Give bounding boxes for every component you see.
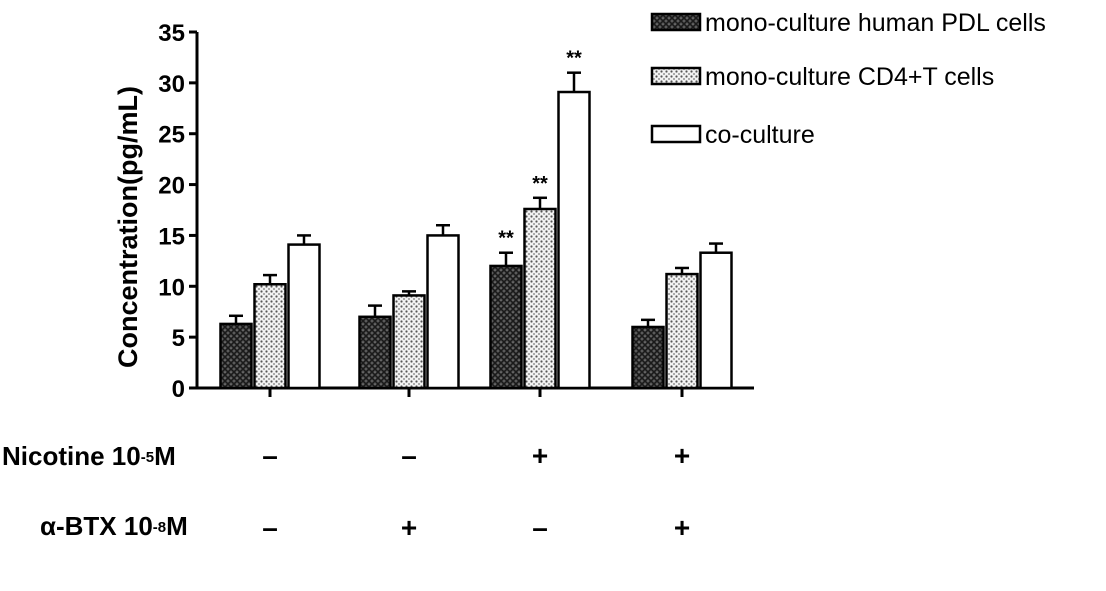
bar [392, 294, 426, 390]
bars-group: ** ** ** [219, 48, 733, 390]
y-tick-label: 20 [158, 173, 185, 200]
legend-swatch [650, 12, 702, 32]
condition-value: + [400, 512, 418, 543]
x-axis [197, 386, 754, 397]
condition-value: + [673, 440, 691, 471]
y-tick-label: 25 [158, 122, 185, 149]
significance-marker: ** [532, 173, 548, 195]
bar [523, 207, 557, 390]
bar [489, 264, 523, 390]
condition-value: – [401, 440, 417, 471]
bar [287, 243, 321, 390]
bar [426, 234, 460, 390]
bar [358, 315, 392, 390]
bar [665, 272, 699, 390]
bar [631, 325, 665, 390]
y-tick-label: 0 [172, 376, 185, 403]
legend-label: mono-culture human PDL cells [705, 9, 1046, 37]
y-axis-label: Concentration(pg/mL) [113, 86, 143, 368]
condition-value: – [532, 512, 548, 543]
condition-value: – [262, 512, 278, 543]
y-tick-label: 30 [158, 71, 185, 98]
nicotine-condition-label: Nicotine 10-5M [2, 441, 176, 471]
bar [557, 90, 591, 390]
condition-value: + [531, 440, 549, 471]
bar [219, 322, 253, 390]
legend: mono-culture human PDL cells mono-culture… [650, 9, 1046, 149]
condition-value: + [673, 512, 691, 543]
legend-label: co-culture [705, 121, 815, 149]
y-tick-label: 15 [158, 223, 185, 250]
y-axis: 0 5 10 15 20 25 30 35 [158, 20, 199, 403]
bar [253, 283, 287, 390]
y-tick-label: 35 [158, 20, 185, 47]
legend-swatch [650, 124, 702, 144]
y-tick-label: 5 [172, 325, 185, 352]
bar [699, 251, 733, 390]
condition-value: – [262, 440, 278, 471]
significance-marker: ** [566, 48, 582, 70]
btx-condition-label: α-BTX 10-8M [40, 511, 188, 541]
y-tick-label: 10 [158, 274, 185, 301]
significance-marker: ** [498, 228, 514, 250]
legend-swatch [650, 66, 702, 86]
legend-label: mono-culture CD4+T cells [705, 63, 994, 91]
